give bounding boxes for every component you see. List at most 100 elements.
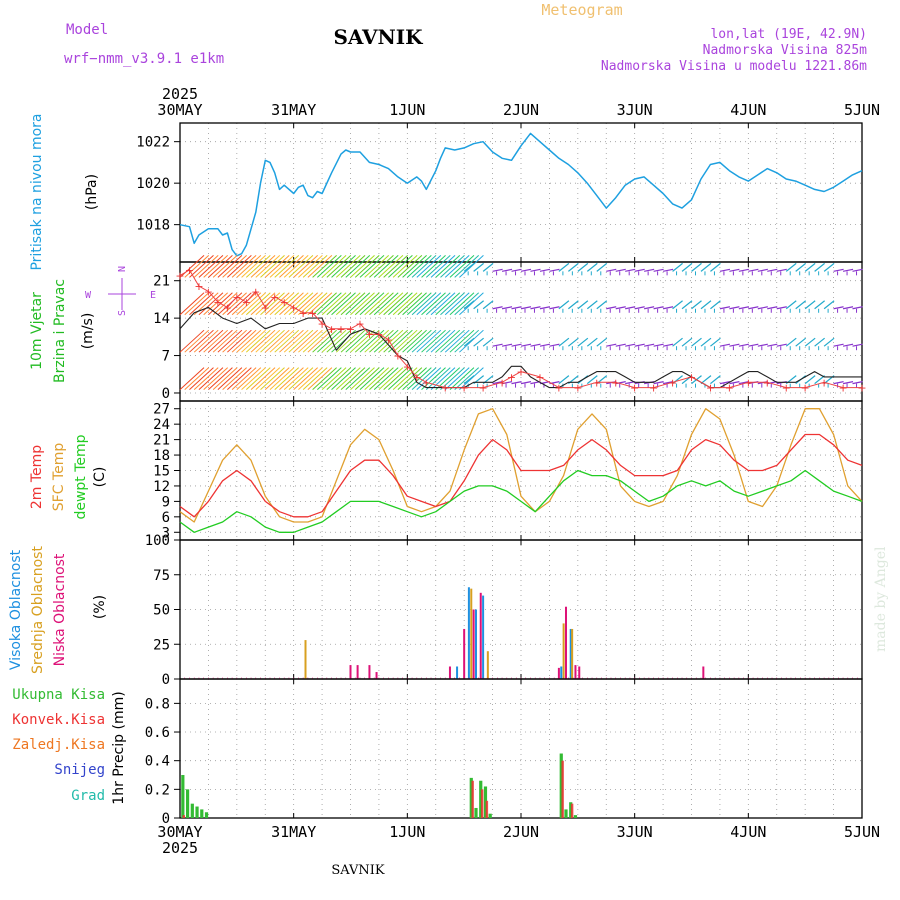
wind-barb	[231, 292, 257, 316]
wind-barb	[833, 343, 844, 347]
cloud-mid-bar	[304, 640, 307, 679]
wind-barb	[335, 329, 361, 353]
top-date-label: 2JUN	[503, 101, 539, 119]
cloud-low-label: Niska Oblacnost	[52, 553, 68, 666]
wind-barb	[691, 262, 702, 272]
wind-barb	[388, 254, 413, 278]
top-date-label: 4JUN	[730, 101, 766, 119]
temperature-ylabel: 2m Temp SFC Temp dewpt Temp (C)	[29, 434, 108, 519]
wind-barb	[767, 268, 778, 272]
wind-barb	[193, 367, 219, 390]
wind-barb	[634, 306, 645, 310]
wind-barb	[558, 375, 570, 385]
wind-barb	[274, 329, 300, 353]
wind-barb	[738, 343, 749, 347]
wind-barb	[852, 381, 863, 385]
wind-barb	[184, 292, 210, 316]
wind-barb	[364, 367, 390, 390]
gust-marker: +	[365, 328, 374, 341]
station-title: SAVNIK	[333, 25, 423, 49]
wind-barb	[577, 262, 589, 272]
wind-barb	[359, 367, 385, 390]
wind-barb	[425, 329, 451, 353]
wind-barb	[672, 300, 683, 310]
wind-barb	[402, 254, 427, 278]
temp-2m-line	[179, 433, 863, 518]
model-name: wrf−nmm_v3.9.1 e1km	[64, 51, 224, 67]
wind-barb	[406, 254, 432, 278]
wind-barb	[662, 343, 674, 347]
top-date-label: 5JUN	[844, 101, 880, 119]
wind-barb	[411, 367, 437, 390]
gust-marker: +	[611, 376, 620, 389]
gust-marker: +	[412, 371, 421, 384]
wind-barb	[364, 329, 390, 353]
wind-barb	[378, 329, 404, 353]
wind-barb	[274, 254, 300, 278]
total-rain-bar	[559, 753, 563, 818]
cloud-high-bar	[456, 666, 459, 679]
wind-barb	[269, 329, 295, 353]
wind-barb	[317, 329, 342, 353]
wind-barb	[245, 292, 271, 316]
cloud-low-bar	[702, 666, 705, 679]
wind-barb	[222, 329, 247, 353]
wind-speed-line	[179, 306, 862, 389]
wind-barb	[373, 329, 399, 353]
wind-barb	[700, 375, 712, 385]
sfc-temp-line	[179, 408, 863, 523]
total-rain-bar	[190, 803, 194, 818]
wind-barb	[189, 292, 214, 316]
bottom-date-label: 31MAY	[271, 823, 316, 841]
wind-barb	[222, 254, 247, 278]
total-rain-bar	[469, 777, 473, 818]
wind-barb	[814, 337, 826, 347]
cloud-high-bar	[467, 587, 470, 679]
gust-marker: +	[204, 285, 213, 298]
wind-barb	[653, 306, 664, 310]
wind-barb	[241, 254, 266, 278]
cloud-low-bar	[463, 628, 466, 679]
wind-barb	[501, 381, 513, 385]
wind-barb	[298, 329, 323, 353]
wind-barb	[501, 306, 513, 310]
wind-barb	[354, 367, 380, 390]
wind-barb	[596, 262, 608, 272]
wind-barb	[208, 329, 233, 353]
wind-barb	[842, 343, 854, 347]
wind-barb	[444, 292, 470, 316]
wind-barb	[359, 329, 385, 353]
wind-barb	[785, 337, 797, 347]
wind-barb	[530, 306, 541, 310]
wind-barb	[236, 292, 262, 316]
wind-barb	[482, 262, 494, 272]
wind-barb	[298, 367, 323, 390]
wind-barb	[681, 262, 693, 272]
wind-barb	[586, 262, 598, 272]
wind-barb	[406, 329, 432, 353]
wind-barb	[255, 254, 281, 278]
wind-barb	[326, 254, 352, 278]
wind-barb	[482, 300, 494, 310]
wind-barb	[236, 367, 262, 390]
wind-barb	[440, 367, 465, 390]
gust-marker: +	[213, 296, 222, 309]
cloud-unit: (%)	[92, 595, 108, 619]
conv-rain-bar	[485, 800, 489, 818]
wind-barb	[530, 268, 541, 272]
wind-barb	[383, 254, 408, 278]
wind-barb	[440, 292, 465, 316]
pressure-ylabel: Pritisak na nivou mora (hPa)	[29, 113, 100, 270]
gust-marker: +	[175, 269, 184, 282]
wind-barb	[340, 292, 366, 316]
gust-marker: +	[374, 328, 383, 341]
model-altitude-text: Nadmorska Visina u modelu 1221.86m	[601, 59, 867, 74]
legend-hail: Grad	[71, 788, 105, 804]
wind-barb	[212, 367, 238, 390]
wind-barb	[203, 329, 229, 353]
cloud-high-bar	[482, 595, 485, 679]
wind-barb	[212, 254, 238, 278]
wind-barb	[567, 337, 579, 347]
cloud-mid-bar	[486, 651, 489, 679]
temp-dewpt-label: dewpt Temp	[73, 434, 89, 519]
